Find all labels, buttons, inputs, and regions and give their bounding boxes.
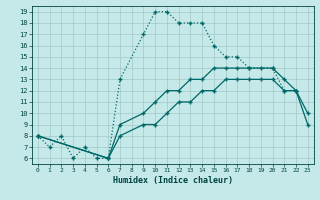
X-axis label: Humidex (Indice chaleur): Humidex (Indice chaleur) [113, 176, 233, 185]
